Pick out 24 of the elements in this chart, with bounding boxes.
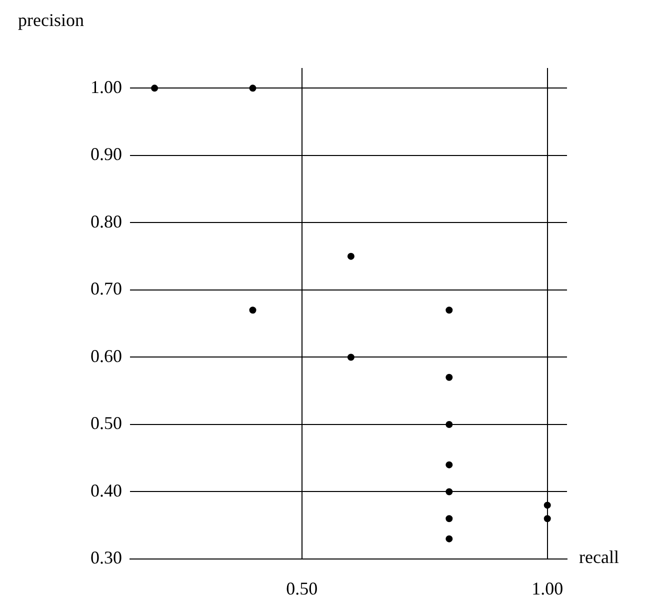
y-tick-label: 1.00: [90, 76, 122, 97]
point: [446, 488, 453, 496]
x-axis-title: recall: [579, 547, 619, 568]
point: [446, 374, 453, 381]
point: [249, 84, 256, 92]
point: [249, 306, 256, 314]
y-tick-label: 0.90: [90, 144, 122, 164]
point: [446, 535, 453, 542]
point: [347, 252, 354, 260]
y-tick-label: 0.30: [90, 548, 122, 568]
y-tick-label: 0.80: [90, 211, 122, 232]
y-tick-label: 0.40: [90, 480, 122, 500]
point: [446, 515, 453, 522]
point: [151, 84, 158, 92]
y-tick-label: 0.60: [90, 346, 122, 366]
y-tick-label: 0.70: [90, 278, 122, 299]
point: [544, 515, 551, 522]
point: [446, 306, 453, 314]
y-axis-title: precision: [18, 10, 84, 31]
point: [347, 354, 354, 361]
point: [446, 420, 453, 428]
point: [544, 502, 551, 509]
y-tick-label: 0.50: [90, 413, 122, 434]
point: [446, 461, 453, 468]
